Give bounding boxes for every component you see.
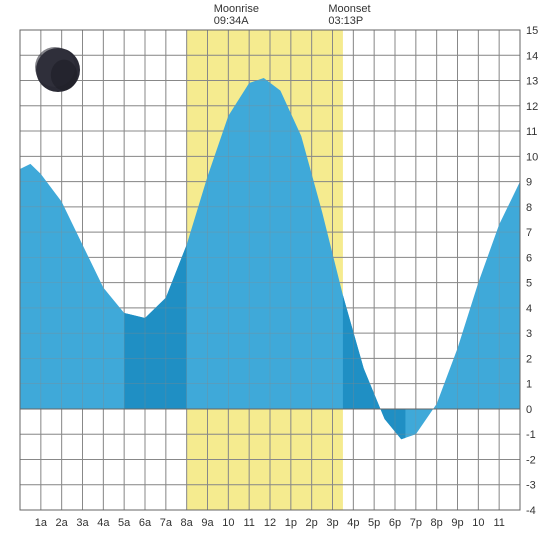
y-tick-label: 3	[526, 328, 532, 340]
x-tick-label: 3a	[76, 517, 89, 529]
y-tick-label: 10	[526, 151, 538, 163]
x-tick-label: 11	[493, 517, 504, 529]
x-tick-label: 6a	[139, 517, 152, 529]
x-tick-label: 4a	[97, 517, 110, 529]
y-tick-label: -2	[526, 454, 536, 466]
y-tick-label: 12	[526, 101, 538, 113]
y-tick-label: 7	[526, 227, 532, 239]
x-tick-label: 5a	[118, 517, 131, 529]
y-tick-label: 1	[526, 379, 532, 391]
x-tick-label: 8a	[181, 517, 194, 529]
x-tick-label: 9p	[451, 517, 463, 529]
y-tick-label: 13	[526, 76, 538, 88]
y-tick-label: 5	[526, 278, 532, 290]
x-tick-label: 11	[243, 517, 254, 529]
moonrise-label: Moonrise	[214, 3, 259, 15]
y-tick-label: -4	[526, 505, 536, 517]
x-tick-label: 3p	[326, 517, 338, 529]
tide-chart: -4-3-2-101234567891011121314151a2a3a4a5a…	[0, 0, 550, 550]
y-tick-label: 8	[526, 202, 532, 214]
x-tick-label: 12	[264, 517, 276, 529]
x-tick-label: 9a	[201, 517, 214, 529]
y-tick-label: 14	[526, 50, 538, 62]
x-tick-label: 2a	[56, 517, 69, 529]
x-tick-label: 8p	[431, 517, 443, 529]
y-tick-label: 11	[526, 126, 537, 138]
y-tick-label: 15	[526, 25, 538, 37]
x-tick-label: 10	[472, 517, 484, 529]
y-tick-label: 0	[526, 404, 532, 416]
y-tick-label: 6	[526, 252, 532, 264]
x-tick-label: 2p	[306, 517, 318, 529]
y-tick-label: 2	[526, 353, 532, 365]
moonset-time: 03:13P	[328, 15, 363, 27]
y-tick-label: 4	[526, 303, 532, 315]
x-tick-label: 1a	[35, 517, 48, 529]
y-tick-label: -1	[526, 429, 536, 441]
chart-svg: -4-3-2-101234567891011121314151a2a3a4a5a…	[0, 0, 550, 550]
x-tick-label: 10	[222, 517, 234, 529]
moonrise-time: 09:34A	[214, 15, 250, 27]
y-tick-label: 9	[526, 177, 532, 189]
x-tick-label: 5p	[368, 517, 380, 529]
x-tick-label: 1p	[285, 517, 297, 529]
moonset-label: Moonset	[328, 3, 370, 15]
x-tick-label: 4p	[347, 517, 359, 529]
x-tick-label: 6p	[389, 517, 401, 529]
x-tick-label: 7a	[160, 517, 173, 529]
x-tick-label: 7p	[410, 517, 422, 529]
y-tick-label: -3	[526, 480, 536, 492]
